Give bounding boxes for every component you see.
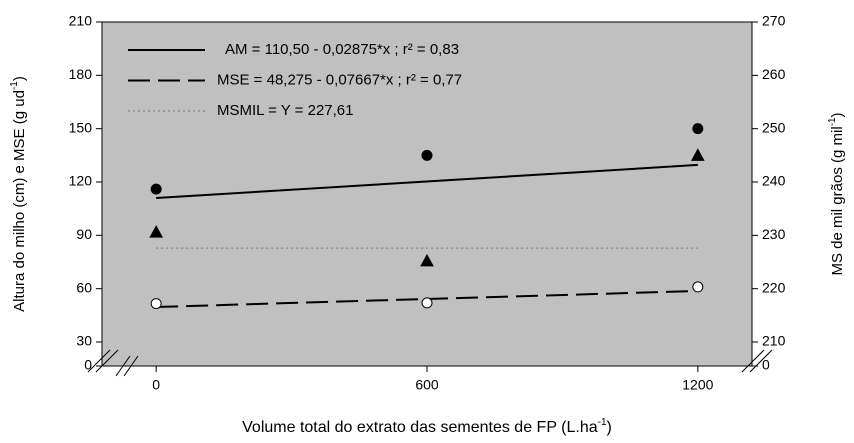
x-tick-label: 1200 [682,377,713,393]
y2-tick-label: 260 [762,66,786,82]
y-tick-label: 90 [76,226,92,242]
y-break-tick-label: 0 [84,357,92,373]
y2-tick-label: 210 [762,333,786,349]
y-tick-label: 210 [69,13,93,29]
y-tick-label: 120 [69,173,93,189]
legend-label: AM = 110,50 - 0,02875*x ; r² = 0,83 [225,41,459,58]
y-tick-label: 30 [76,333,92,349]
point [150,183,162,195]
legend-label: MSE = 48,275 - 0,07667*x ; r² = 0,77 [217,71,462,88]
y-tick-label: 60 [76,279,92,295]
y2-tick-label: 270 [762,13,786,29]
point [421,149,433,161]
y2-tick-label: 240 [762,173,786,189]
y2label: MS de mil grãos (g mil-1) [827,112,846,275]
ylabel-end: ) [11,76,28,81]
y-tick-label: 150 [69,119,93,135]
y2label-text: MS de mil grãos (g mil [829,126,846,275]
y2label-end: ) [829,112,846,117]
x-tick-label: 0 [152,377,160,393]
fit-line [156,163,698,199]
y2-tick-label: 230 [762,226,786,242]
point [149,225,164,238]
point [420,253,434,267]
point [692,123,704,135]
ylabel-text: Altura do milho (cm) e MSE (g ud [11,90,28,312]
y2-tick-label: 250 [762,119,786,135]
y2-tick-label: 220 [762,279,786,295]
point [150,298,162,310]
xlabel-end: ) [607,419,612,436]
xlabel-text: Volume total do extrato das sementes de … [242,419,598,436]
point [690,148,705,161]
y-tick-label: 180 [69,66,93,82]
y2-break-tick-label: 0 [762,357,770,373]
xlabel-sup: -1 [598,417,607,428]
y2label-sup: -1 [827,117,838,126]
ylabel-sup: -1 [9,81,20,90]
x-tick-label: 600 [415,377,439,393]
legend-label: MSMIL = Y = 227,61 [217,102,353,119]
point [421,297,433,309]
ylabel: Altura do milho (cm) e MSE (g ud-1) [9,76,28,312]
xlabel: Volume total do extrato das sementes de … [242,417,612,437]
point [692,281,704,293]
